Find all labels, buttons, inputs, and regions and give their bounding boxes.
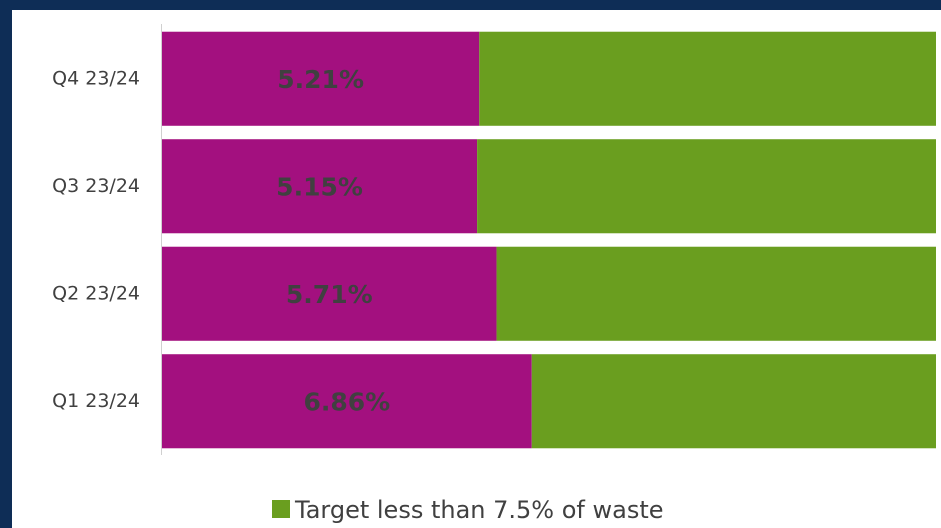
value-label: 5.21% [277, 65, 364, 94]
y-tick-label: Q3 23/24 [52, 175, 140, 197]
value-label: 5.15% [276, 172, 363, 201]
bar-segment [162, 139, 478, 234]
y-tick-label: Q4 23/24 [52, 67, 140, 89]
bar-segment [531, 354, 936, 449]
y-tick-label: Q2 23/24 [52, 282, 140, 304]
bar-segment [162, 31, 480, 126]
bar-segment [479, 31, 936, 126]
value-label: 5.71% [286, 280, 373, 309]
legend-label: Target less than 7.5% of waste [294, 496, 664, 524]
bar-segment [162, 354, 532, 449]
bar-segment [477, 139, 936, 234]
bar-segment [496, 246, 936, 341]
value-label: 6.86% [304, 387, 391, 416]
legend-swatch [272, 500, 290, 518]
bar-segment [162, 246, 497, 341]
legend-item: Target less than 7.5% of waste [272, 496, 664, 524]
y-tick-label: Q1 23/24 [52, 390, 140, 412]
